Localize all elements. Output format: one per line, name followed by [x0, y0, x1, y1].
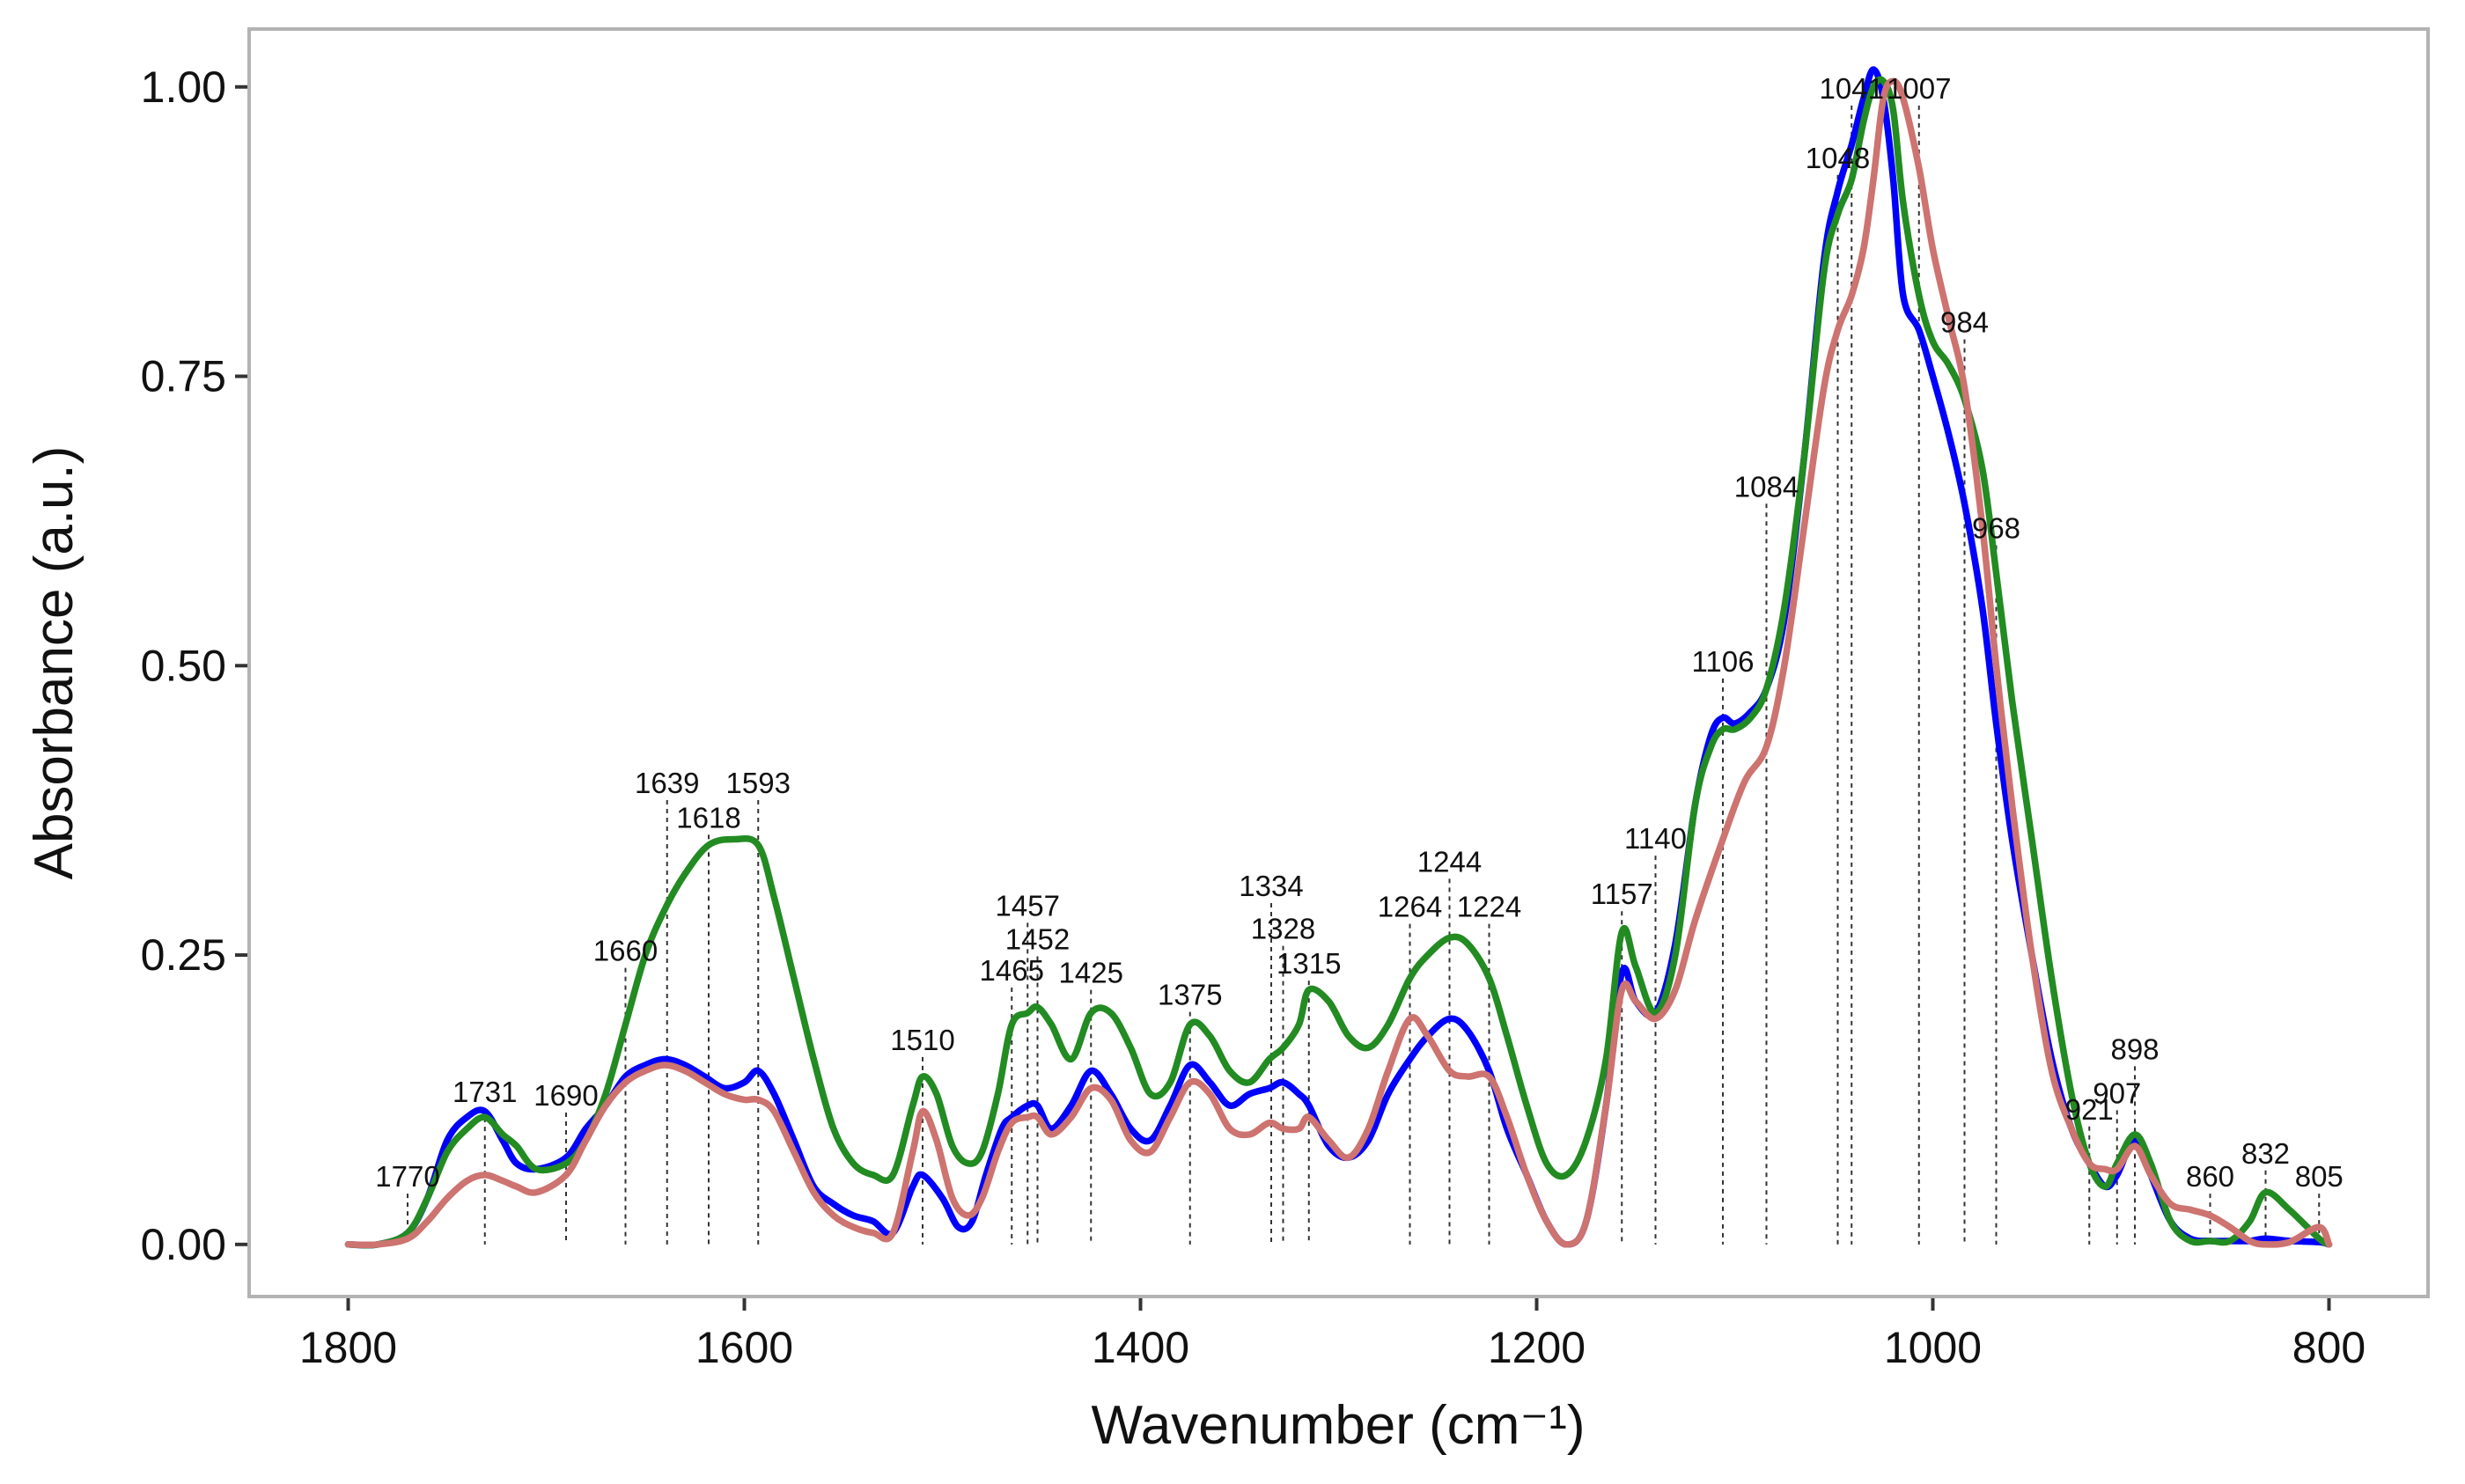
- x-axis-title: Wavenumber (cm⁻¹): [1092, 1395, 1586, 1456]
- peak-label: 984: [1940, 306, 1989, 339]
- peak-label: 907: [2093, 1076, 2141, 1109]
- peak-label: 1618: [676, 801, 740, 834]
- y-tick-label: 0.75: [141, 352, 226, 401]
- x-tick-label: 1200: [1488, 1323, 1586, 1372]
- series-line-1: [344, 66, 2333, 1249]
- x-tick-label: 800: [2292, 1323, 2366, 1372]
- x-tick-label: 1800: [299, 1323, 397, 1372]
- peak-label: 1375: [1158, 979, 1222, 1011]
- peak-label: 1452: [1005, 922, 1070, 955]
- peak-label: 1334: [1239, 870, 1303, 902]
- peak-label: 1660: [593, 935, 658, 967]
- peak-label: 860: [2186, 1160, 2234, 1193]
- y-tick-label: 0.50: [141, 641, 226, 690]
- y-tick-label: 1.00: [141, 62, 226, 112]
- peak-label: 1731: [453, 1076, 517, 1108]
- y-axis-title: Absorbance (a.u.): [24, 446, 85, 880]
- peak-label: 1328: [1251, 913, 1315, 945]
- series-layer: [344, 66, 2333, 1249]
- peak-label: 1465: [980, 954, 1044, 987]
- peak-label: 1007: [1887, 72, 1951, 105]
- peak-label: 1425: [1059, 957, 1123, 989]
- peak-label: 968: [1972, 512, 2020, 545]
- peak-label: 1593: [726, 767, 791, 799]
- series-line-2: [344, 76, 2333, 1249]
- peak-label: 1140: [1624, 822, 1687, 855]
- peak-label: 805: [2295, 1160, 2344, 1193]
- peak-label: 1106: [1692, 645, 1755, 678]
- peak-label: 1041: [1820, 72, 1884, 105]
- x-tick-label: 1400: [1092, 1323, 1189, 1372]
- y-tick-label: 0.00: [141, 1220, 226, 1269]
- peak-label: 1084: [1734, 470, 1799, 503]
- peak-label: 832: [2241, 1137, 2290, 1170]
- y-axis: 0.00 0.25 0.50 0.75 1.00: [141, 62, 247, 1269]
- peak-label: 898: [2110, 1032, 2159, 1065]
- x-tick-label: 1600: [695, 1323, 793, 1372]
- peak-label: 1510: [890, 1024, 954, 1056]
- peak-label: 1264: [1378, 891, 1442, 923]
- peak-label: 1224: [1457, 891, 1521, 923]
- peak-label: 1639: [635, 767, 699, 799]
- peak-label: 1315: [1277, 947, 1341, 980]
- peak-label: 921: [2065, 1093, 2114, 1126]
- plot-frame: [247, 27, 2430, 1298]
- peak-label: 1690: [533, 1079, 598, 1112]
- peak-label: 1157: [1591, 878, 1653, 910]
- y-tick-label: 0.25: [141, 930, 226, 980]
- peak-label: 1244: [1417, 845, 1482, 878]
- peak-label: 1457: [996, 889, 1060, 922]
- peak-label: 1770: [375, 1160, 439, 1193]
- series-line-3: [344, 77, 2333, 1249]
- x-tick-label: 1000: [1884, 1323, 1982, 1372]
- peak-label: 1048: [1806, 142, 1870, 174]
- x-axis: 1800 1600 1400 1200 1000 800: [299, 1298, 2366, 1372]
